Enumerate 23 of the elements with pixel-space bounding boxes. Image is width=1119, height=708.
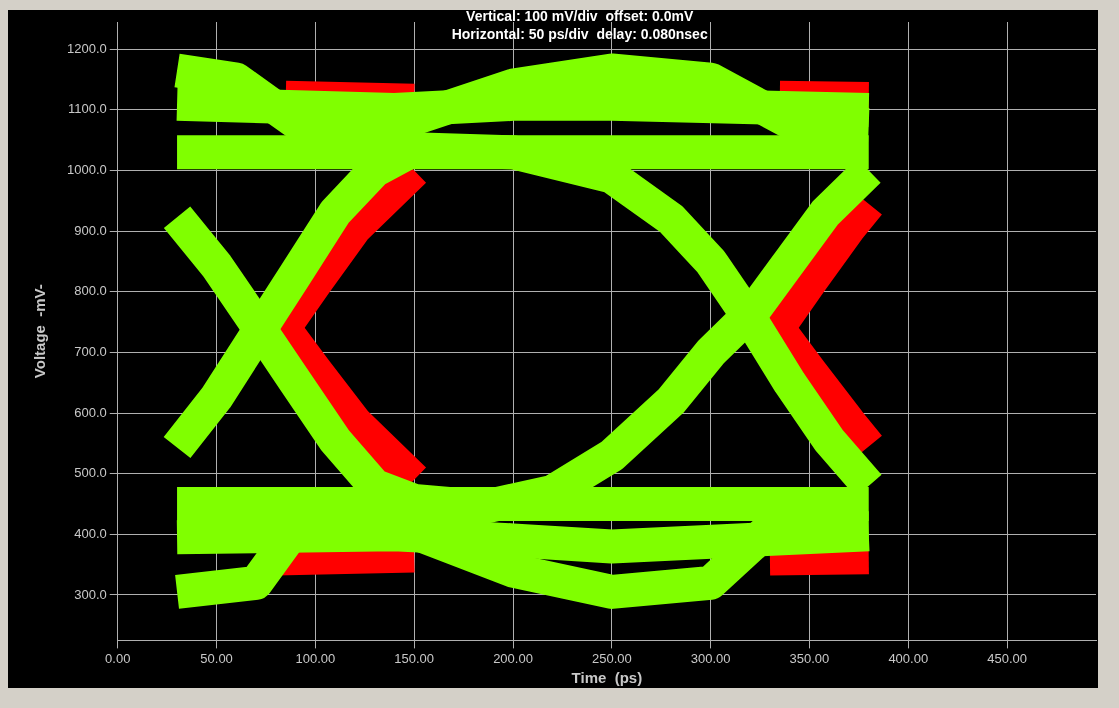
x-tick-label: 0.00: [105, 650, 131, 666]
y-axis-title: Voltage -mV-: [31, 284, 49, 379]
y-tick-label: 700.0: [74, 344, 107, 359]
x-tick-label: 100.00: [295, 650, 336, 666]
y-tick-label: 1200.0: [67, 40, 107, 56]
y-tick-label: 800.0: [74, 283, 107, 299]
x-axis-title: Time (ps): [571, 669, 643, 687]
y-tick-label: 500.0: [74, 465, 107, 481]
y-tick-label: 600.0: [74, 404, 107, 420]
y-tick-label: 900.0: [74, 222, 107, 238]
y-tick-label: 1000.0: [67, 162, 107, 178]
x-tick-label: 350.00: [789, 650, 830, 666]
x-tick-label: 450.00: [987, 650, 1027, 666]
x-tick-label: 400.00: [888, 650, 929, 666]
x-tick-label: 250.00: [591, 650, 632, 666]
x-tick-label: 200.00: [493, 650, 533, 666]
x-tick-label: 150.00: [394, 650, 435, 666]
chart-title: Vertical: 100 mV/div offset: 0.0mV: [466, 7, 694, 24]
x-tick-label: 50.00: [200, 650, 233, 666]
x-tick-label: 300.00: [690, 650, 731, 666]
y-tick-label: 300.0: [74, 586, 107, 602]
y-tick-label: 1100.0: [67, 101, 107, 117]
y-tick-label: 400.0: [74, 525, 107, 541]
